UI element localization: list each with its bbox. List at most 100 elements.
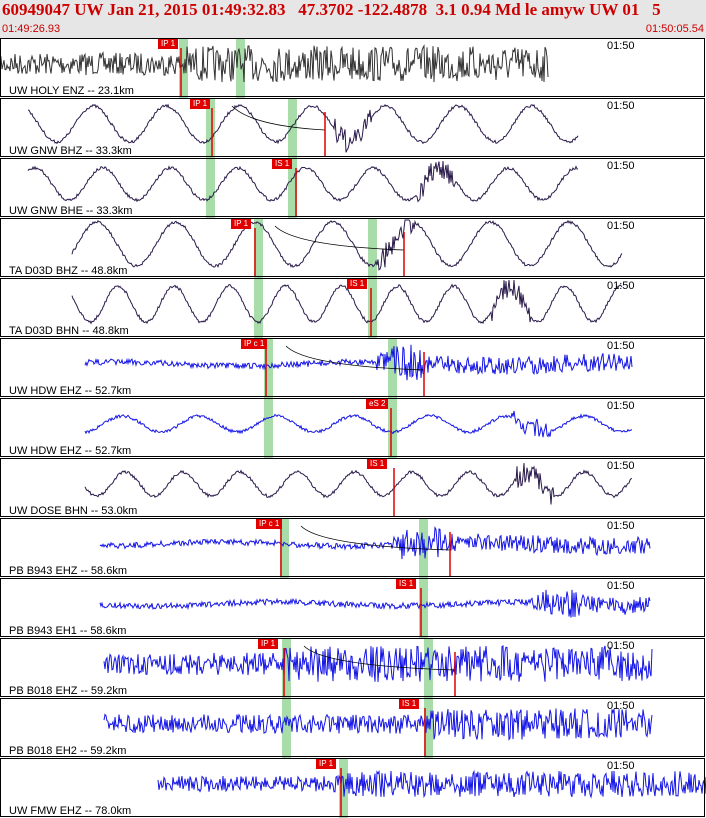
- phase-window-bar: [424, 638, 433, 698]
- trace-panel[interactable]: IP 1 01:50 PB B018 EHZ -- 59.2km: [0, 638, 706, 698]
- waveform-trace: [0, 44, 549, 83]
- waveform-plot: [27, 158, 579, 218]
- waveform-plot: [99, 578, 651, 638]
- waveform-plot: [103, 638, 653, 698]
- phase-pick-flag[interactable]: IS 1: [347, 279, 368, 289]
- waveform-plot: [71, 218, 623, 278]
- channel-label: PB B943 EHZ -- 58.6km: [9, 565, 127, 577]
- phase-window-bar: [282, 698, 291, 758]
- channel-label: UW FMW EHZ -- 78.0km: [9, 805, 132, 817]
- channel-label: UW HDW EHZ -- 52.7km: [9, 445, 132, 457]
- time-tick-label: 01:50: [607, 640, 635, 652]
- channel-label: UW HOLY ENZ -- 23.1km: [9, 85, 134, 97]
- channel-label: UW HDW EHZ -- 52.7km: [9, 385, 132, 397]
- waveform-trace: [27, 160, 579, 203]
- time-tick-label: 01:50: [607, 340, 635, 352]
- waveform-plot: [84, 398, 633, 458]
- phase-pick-flag[interactable]: IS 1: [396, 579, 417, 589]
- trace-panel[interactable]: eS 2 01:50 UW HDW EHZ -- 52.7km: [0, 398, 706, 458]
- waveform-plot: [99, 518, 651, 578]
- time-tick-label: 01:50: [607, 520, 635, 532]
- phase-pick-flag[interactable]: IS 1: [367, 459, 388, 469]
- phase-pick-flag[interactable]: IP 1: [258, 639, 279, 649]
- waveform-plot: [71, 278, 623, 338]
- phase-pick-flag[interactable]: IP 1: [316, 759, 337, 769]
- channel-label: PB B018 EHZ -- 59.2km: [9, 685, 127, 697]
- time-tick-label: 01:50: [607, 160, 635, 172]
- waveform-plot: [0, 38, 549, 98]
- waveform-trace: [84, 410, 633, 438]
- phase-pick-flag[interactable]: IS 1: [272, 159, 293, 169]
- seismogram-traces: IP 1 01:50 UW HOLY ENZ -- 23.1km IP 1 01:50 U…: [0, 38, 706, 818]
- channel-label: UW DOSE BHN -- 53.0km: [9, 505, 138, 517]
- time-tick-label: 01:50: [607, 580, 635, 592]
- trace-panel[interactable]: IP 1 01:50 UW GNW BHZ -- 33.3km: [0, 98, 706, 158]
- trace-panel[interactable]: IP c 1 01:50 PB B943 EHZ -- 58.6km: [0, 518, 706, 578]
- phase-window-bar: [288, 98, 297, 158]
- coda-curve: [231, 105, 326, 131]
- waveform-plot: [27, 98, 579, 158]
- channel-label: TA D03D BHZ -- 48.8km: [9, 265, 128, 277]
- coda-curve: [300, 525, 451, 551]
- coda-curve: [303, 645, 456, 671]
- time-tick-label: 01:50: [607, 760, 635, 772]
- time-tick-label: 01:50: [607, 220, 635, 232]
- coda-curve: [285, 345, 425, 371]
- phase-pick-flag[interactable]: IS 1: [399, 699, 420, 709]
- phase-pick-flag[interactable]: IP 1: [190, 99, 211, 109]
- trace-panel[interactable]: IS 1 01:50 TA D03D BHN -- 48.8km: [0, 278, 706, 338]
- trace-panel[interactable]: IS 1 01:50 UW DOSE BHN -- 53.0km: [0, 458, 706, 518]
- time-tick-label: 01:50: [607, 460, 635, 472]
- channel-label: TA D03D BHN -- 48.8km: [9, 325, 129, 337]
- phase-pick-flag[interactable]: IP c 1: [241, 339, 268, 349]
- waveform-trace: [71, 279, 623, 325]
- phase-window-bar: [264, 398, 273, 458]
- channel-label: PB B943 EH1 -- 58.6km: [9, 625, 127, 637]
- time-tick-label: 01:50: [607, 700, 635, 712]
- channel-label: UW GNW BHE -- 33.3km: [9, 205, 133, 217]
- phase-window-bar: [264, 338, 273, 398]
- channel-label: UW GNW BHZ -- 33.3km: [9, 145, 132, 157]
- trace-panel[interactable]: IP c 1 01:50 UW HDW EHZ -- 52.7km: [0, 338, 706, 398]
- phase-window-bar: [282, 638, 291, 698]
- event-header: 60949047 UW Jan 21, 2015 01:49:32.83 47.…: [0, 0, 706, 38]
- phase-window-bar: [206, 98, 215, 158]
- waveform-trace: [99, 589, 651, 618]
- phase-window-bar: [388, 338, 397, 398]
- phase-window-bar: [254, 218, 263, 278]
- phase-pick-flag[interactable]: IP 1: [158, 39, 179, 49]
- trace-panel[interactable]: IP 1 01:50 UW FMW EHZ -- 78.0km: [0, 758, 706, 818]
- waveform-trace: [84, 463, 633, 505]
- phase-pick-flag[interactable]: eS 2: [366, 399, 389, 409]
- channel-label: PB B018 EH2 -- 59.2km: [9, 745, 127, 757]
- phase-window-bar: [206, 158, 215, 218]
- event-title: 60949047 UW Jan 21, 2015 01:49:32.83 47.…: [2, 0, 661, 19]
- waveform-trace: [99, 526, 651, 560]
- phase-window-bar: [288, 158, 297, 218]
- time-tick-label: 01:50: [607, 400, 635, 412]
- phase-window-bar: [280, 518, 289, 578]
- trace-panel[interactable]: IP 1 01:50 UW HOLY ENZ -- 23.1km: [0, 38, 706, 98]
- waveform-trace: [84, 344, 633, 381]
- phase-pick-flag[interactable]: IP c 1: [256, 519, 283, 529]
- waveform-trace: [71, 219, 623, 271]
- waveform-plot: [103, 698, 653, 758]
- phase-window-bar: [419, 578, 428, 638]
- start-time: 01:49:26.93: [2, 23, 61, 35]
- waveform-trace: [157, 769, 706, 799]
- time-tick-label: 01:50: [607, 280, 635, 292]
- trace-panel[interactable]: IP 1 01:50 TA D03D BHZ -- 48.8km: [0, 218, 706, 278]
- waveform-plot: [157, 758, 706, 818]
- phase-pick-flag[interactable]: IP 1: [231, 219, 252, 229]
- time-tick-label: 01:50: [607, 100, 635, 112]
- waveform-plot: [84, 338, 633, 398]
- trace-panel[interactable]: IS 1 01:50 UW GNW BHE -- 33.3km: [0, 158, 706, 218]
- trace-panel[interactable]: IS 1 01:50 PB B018 EH2 -- 59.2km: [0, 698, 706, 758]
- phase-window-bar: [388, 398, 397, 458]
- trace-panel[interactable]: IS 1 01:50 PB B943 EH1 -- 58.6km: [0, 578, 706, 638]
- time-tick-label: 01:50: [607, 40, 635, 52]
- waveform-trace: [103, 708, 653, 741]
- phase-window-bar: [254, 278, 263, 338]
- coda-curve: [274, 225, 405, 251]
- waveform-trace: [103, 645, 653, 683]
